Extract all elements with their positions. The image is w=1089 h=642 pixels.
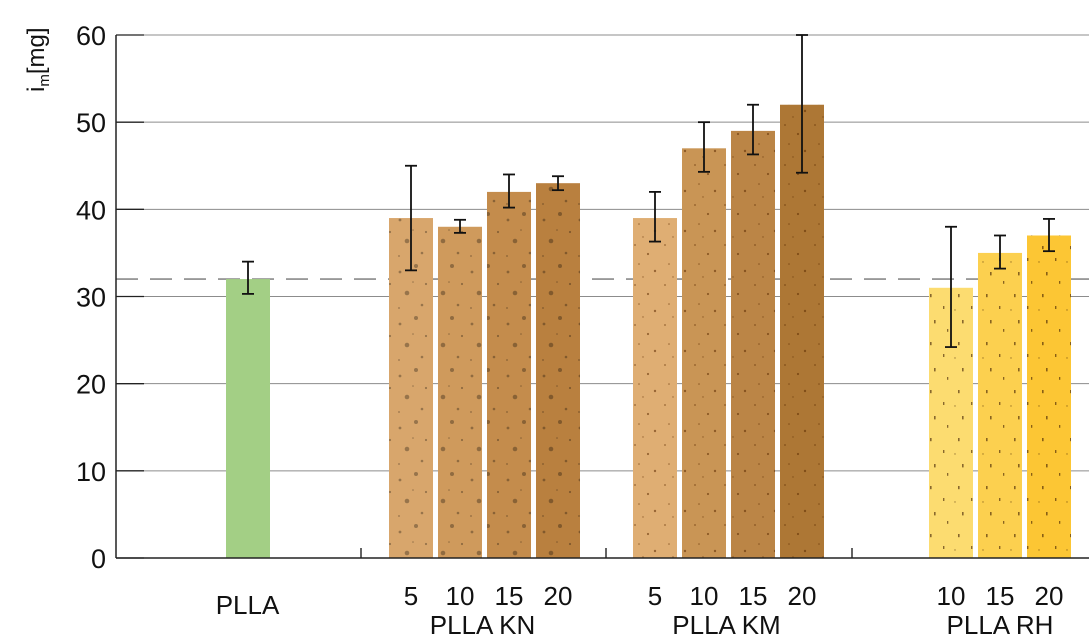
- y-tick-label: 20: [76, 370, 106, 400]
- x-axis: [115, 35, 1089, 559]
- y-tick-label: 60: [76, 21, 106, 51]
- y-axis-unit: [mg]: [23, 27, 50, 74]
- bars: [226, 104, 1071, 559]
- y-tick-label: 0: [91, 544, 106, 574]
- y-axis-symbol: i: [23, 87, 50, 92]
- category-label: 20: [788, 581, 817, 611]
- category-label: 15: [495, 581, 524, 611]
- category-label: 10: [937, 581, 966, 611]
- y-tick-label: 30: [76, 283, 106, 313]
- category-label: 5: [404, 581, 418, 611]
- bar-texture: [731, 130, 775, 558]
- group-label: PLLA: [216, 590, 280, 620]
- category-label: 20: [1035, 581, 1064, 611]
- group-label: PLLA KN: [430, 610, 536, 640]
- category-label: 10: [690, 581, 719, 611]
- bar-texture: [536, 183, 580, 558]
- bar-texture: [978, 252, 1022, 558]
- y-label: im[mg]: [23, 27, 53, 92]
- category-label: 15: [986, 581, 1015, 611]
- bar-texture: [487, 191, 531, 558]
- group-label: PLLA RH: [947, 610, 1054, 640]
- category-label: 20: [544, 581, 573, 611]
- bar-texture: [1027, 235, 1071, 558]
- y-axis-title: im[mg]: [23, 27, 53, 92]
- y-axis-subscript: m: [36, 74, 53, 87]
- bar-texture: [389, 218, 433, 559]
- category-label: 5: [648, 581, 662, 611]
- category-label: 10: [446, 581, 475, 611]
- y-tick-label: 10: [76, 457, 106, 487]
- group-label: PLLA KM: [672, 610, 780, 640]
- y-tick-label: 50: [76, 108, 106, 138]
- category-label: 15: [739, 581, 768, 611]
- bar-texture: [780, 104, 824, 558]
- bar-texture: [438, 226, 482, 558]
- error-bars: [242, 34, 1055, 348]
- bar-0-0: [226, 279, 270, 558]
- bar-texture: [633, 218, 677, 559]
- y-axis-ticks: 0 10 20 30 40 50 60: [76, 21, 144, 574]
- y-tick-label: 40: [76, 195, 106, 225]
- bar-texture: [682, 148, 726, 559]
